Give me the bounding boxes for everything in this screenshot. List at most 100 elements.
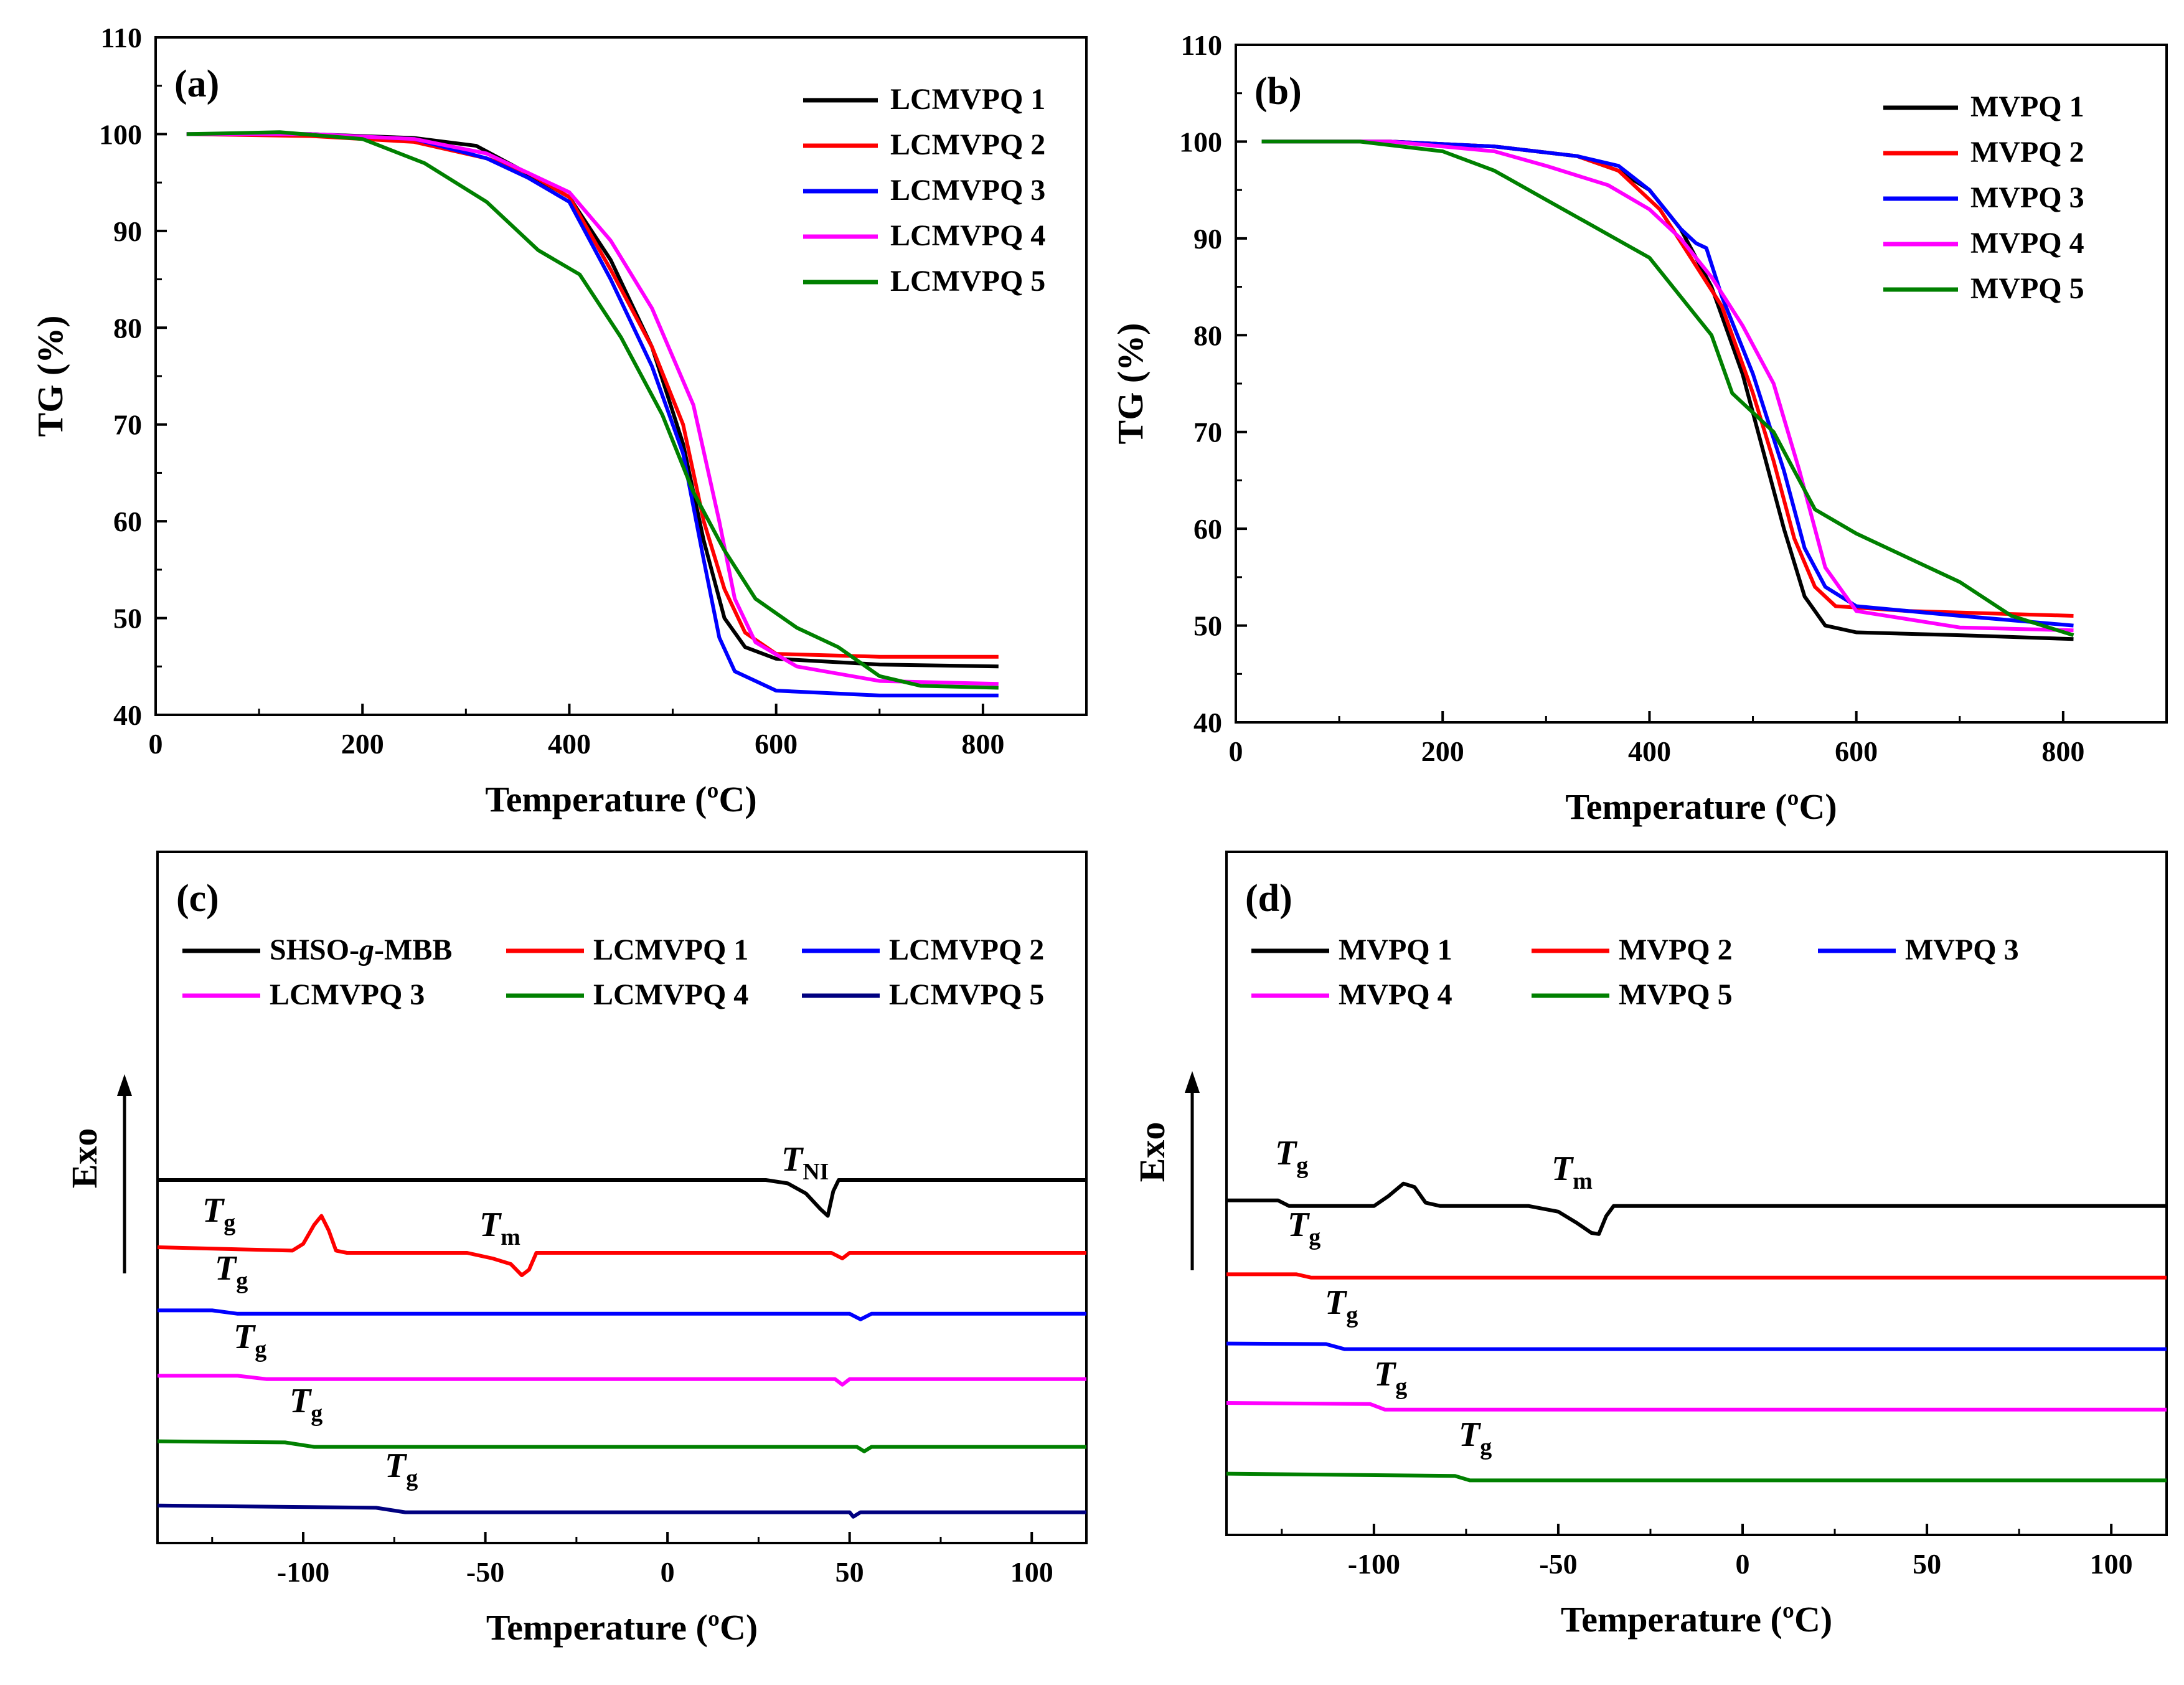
x-tick-label: 50 [835,1556,864,1588]
panel-b: 0 200 400 600 800 Temperature (ºC) (b) 40 50 60 70… [1110,29,2168,827]
x-tick-label: 100 [1010,1556,1053,1588]
legend-label-part: g [359,933,374,966]
x-tick-label: -100 [277,1556,329,1588]
annotation-g: Tg [1374,1355,1407,1400]
x-tick-label: 0 [661,1556,675,1588]
x-axis-label: Temperature (ºC) [1565,786,1837,827]
annotation-symbol: T [202,1191,225,1230]
annotation-subscript: m [501,1224,520,1250]
annotation-symbol: T [215,1249,238,1288]
annotation-symbol: T [233,1318,257,1356]
annotation-subscript: g [1309,1224,1320,1250]
y-tick-label: 40 [1193,707,1222,739]
legend-label: MVPQ 2 [1970,136,2084,169]
x-tick-label: 800 [961,728,1004,760]
y-tick-label: 40 [113,699,142,731]
x-tick-label: 400 [548,728,591,760]
y-tick-label: 50 [113,603,142,635]
series-line-mvpq-1 [1261,139,2074,641]
legend-label: MVPQ 3 [1905,933,2019,966]
exo-label: Exo [64,1128,105,1189]
x-tick-label: 600 [755,728,798,760]
series-line-mvpq-3 [1261,139,2074,628]
y-tick-label: 110 [101,22,142,54]
legend-label: LCMVPQ 3 [270,978,425,1011]
annotation-g: Tg [1459,1415,1492,1460]
exo-arrow-head [117,1074,132,1096]
x-tick-label: 0 [149,728,163,760]
annotation-g: Tg [289,1382,322,1427]
series-line-lcmvpq-4 [157,1439,1086,1453]
x-tick-label: -100 [1348,1548,1400,1580]
legend-label: LCMVPQ 5 [890,265,1045,298]
annotation-symbol: T [781,1140,804,1179]
series-line-lcmvpq-1 [157,1214,1086,1277]
legend-label: MVPQ 2 [1619,933,1733,966]
panel-label: (a) [174,63,219,105]
legend-label: LCMVPQ 4 [593,978,748,1011]
annotation-symbol: T [1275,1134,1298,1173]
legend-label: MVPQ 5 [1970,272,2084,305]
legend-label: MVPQ 1 [1339,933,1452,966]
legend-label: MVPQ 3 [1970,181,2084,214]
series-line-lcmvpq-4 [186,132,999,686]
plot-frame [156,851,1088,1544]
x-tick-label: 0 [1229,735,1243,767]
annotation-g: Tg [215,1249,248,1294]
series-line-mvpq-5 [1261,139,2074,637]
y-tick-label: 70 [113,409,142,441]
panel-label: (d) [1245,877,1292,920]
series-line-mvpq-1 [1226,1181,2167,1236]
panel-a: 0 200 400 600 800 Temperature (ºC) (a) 40 50 60 70… [30,22,1088,819]
series-line-mvpq-2 [1226,1272,2167,1280]
exo-arrow-head [1185,1071,1200,1093]
annotation-g: Tg [202,1191,235,1236]
legend-label-part: SHSO- [270,933,359,966]
y-tick-label: 100 [99,118,142,150]
annotation-subscript: g [255,1336,266,1362]
x-tick-label: 600 [1835,735,1878,767]
annotation-subscript: g [224,1210,235,1236]
panel-label: (c) [176,877,219,920]
annotation-symbol: T [479,1206,502,1244]
y-tick-label: 60 [1193,513,1222,545]
legend-label: LCMVPQ 2 [889,933,1044,966]
series-line-mvpq-5 [1226,1471,2167,1483]
legend-label: MVPQ 5 [1619,978,1733,1011]
x-tick-label: 200 [1421,735,1464,767]
y-tick-label: 80 [1193,319,1222,351]
annotation-subscript: m [1573,1168,1593,1194]
legend-label: LCMVPQ 2 [890,128,1045,161]
panel-d: -100 -50 0 50 100 Temperature (ºC) (d) MVPQ 1 MV… [1132,851,2168,1640]
annotation-symbol: T [289,1382,313,1420]
series-line-shso-g-mbb [158,1178,1086,1218]
y-tick-label: 100 [1179,126,1222,158]
y-axis-label: TG (%) [1110,323,1151,445]
legend-label: MVPQ 4 [1970,227,2084,260]
series-line-lcmvpq-2 [158,1308,1086,1321]
x-tick-label: -50 [1539,1548,1577,1580]
x-tick-label: 800 [2041,735,2084,767]
series-line-mvpq-3 [1226,1341,2167,1351]
legend-label: LCMVPQ 3 [890,174,1045,207]
y-tick-label: 60 [113,506,142,537]
annotation-subscript: g [1296,1153,1308,1179]
x-axis-label: Temperature (ºC) [486,1607,758,1648]
exo-label: Exo [1132,1122,1172,1182]
annotation-subscript: NI [803,1159,829,1185]
annotation-subscript: g [1480,1434,1492,1460]
x-tick-label: 0 [1736,1548,1750,1580]
legend-label-part: -MBB [374,933,452,966]
x-axis-label: Temperature (ºC) [485,779,756,819]
legend-label: LCMVPQ 1 [890,83,1045,116]
y-tick-label: 80 [113,312,142,344]
series-line-mvpq-4 [1261,139,2074,633]
legend-label: LCMVPQ 1 [593,933,748,966]
annotation-g: Tg [233,1318,266,1362]
legend-label: LCMVPQ 4 [890,219,1045,252]
y-tick-label: 70 [1193,417,1222,448]
annotation-m: Tm [1551,1149,1593,1194]
annotation-subscript: g [236,1268,248,1294]
annotation-g: Tg [1287,1206,1320,1250]
